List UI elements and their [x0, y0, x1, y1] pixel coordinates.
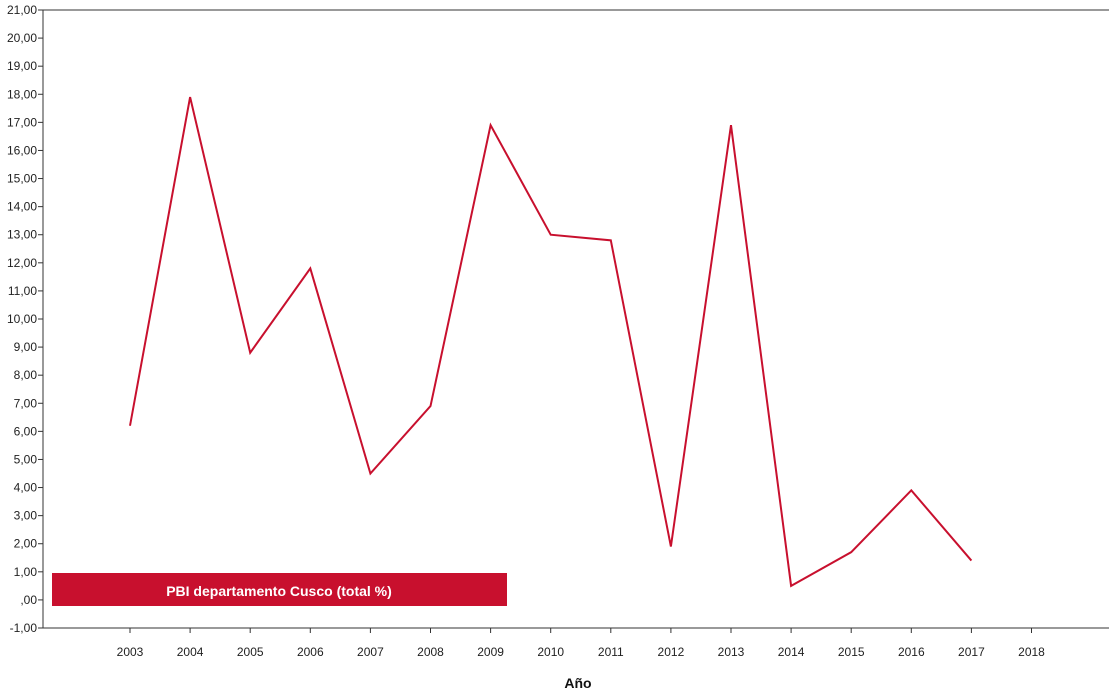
series-group: [129, 96, 973, 588]
y-tick-label: 1,00: [14, 565, 38, 579]
y-tick-label: 17,00: [7, 115, 37, 129]
y-tick-label: 11,00: [8, 284, 37, 298]
x-tick-label: 2006: [297, 645, 324, 659]
y-axis-ticks: -1,00 ,00 1,00 2,00 3,00 4,00 5,00 6,00 7,00 8,00…: [7, 3, 43, 635]
y-tick-label: 10,00: [7, 312, 37, 326]
y-tick-label: 16,00: [7, 143, 37, 157]
x-tick-label: 2014: [778, 645, 805, 659]
y-tick-label: 15,00: [7, 172, 37, 186]
y-tick-label: 14,00: [7, 200, 37, 214]
y-tick-label: 20,00: [7, 31, 37, 45]
y-tick-label: 7,00: [14, 396, 38, 410]
x-tick-label: 2003: [117, 645, 144, 659]
x-tick-label: 2016: [898, 645, 925, 659]
y-tick-label: 2,00: [14, 537, 38, 551]
legend-label: PBI departamento Cusco (total %): [166, 583, 392, 599]
x-tick-label: 2009: [477, 645, 504, 659]
y-tick-label: 5,00: [14, 452, 38, 466]
x-tick-label: 2018: [1018, 645, 1045, 659]
x-tick-label: 2015: [838, 645, 865, 659]
y-tick-label: 13,00: [7, 228, 37, 242]
y-tick-label: 18,00: [7, 87, 37, 101]
x-tick-label: 2013: [718, 645, 745, 659]
series-line: [129, 96, 973, 588]
y-tick-label: 9,00: [14, 340, 38, 354]
x-tick-label: 2004: [177, 645, 204, 659]
y-tick-label: 19,00: [7, 59, 37, 73]
y-tick-label: 8,00: [14, 368, 38, 382]
legend-swatch: [52, 573, 507, 606]
x-axis-title: Año: [564, 675, 591, 691]
y-tick-label: 6,00: [14, 424, 38, 438]
x-tick-label: 2005: [237, 645, 264, 659]
y-tick-label: 3,00: [14, 509, 38, 523]
x-tick-label: 2010: [537, 645, 564, 659]
y-tick-label: 4,00: [14, 481, 38, 495]
x-tick-label: 2012: [658, 645, 685, 659]
legend: PBI departamento Cusco (total %): [52, 573, 507, 606]
y-tick-label: ,00: [20, 593, 37, 607]
x-tick-label: 2017: [958, 645, 985, 659]
x-tick-label: 2007: [357, 645, 384, 659]
x-axis-ticks: 2003 2004 2005 2006 2007 2008 2009 2010 2011 2012…: [117, 628, 1045, 659]
y-tick-label: -1,00: [10, 621, 38, 635]
y-tick-label: 21,00: [7, 3, 37, 17]
y-tick-label: 12,00: [7, 256, 37, 270]
x-tick-label: 2011: [598, 645, 624, 659]
x-tick-label: 2008: [417, 645, 444, 659]
